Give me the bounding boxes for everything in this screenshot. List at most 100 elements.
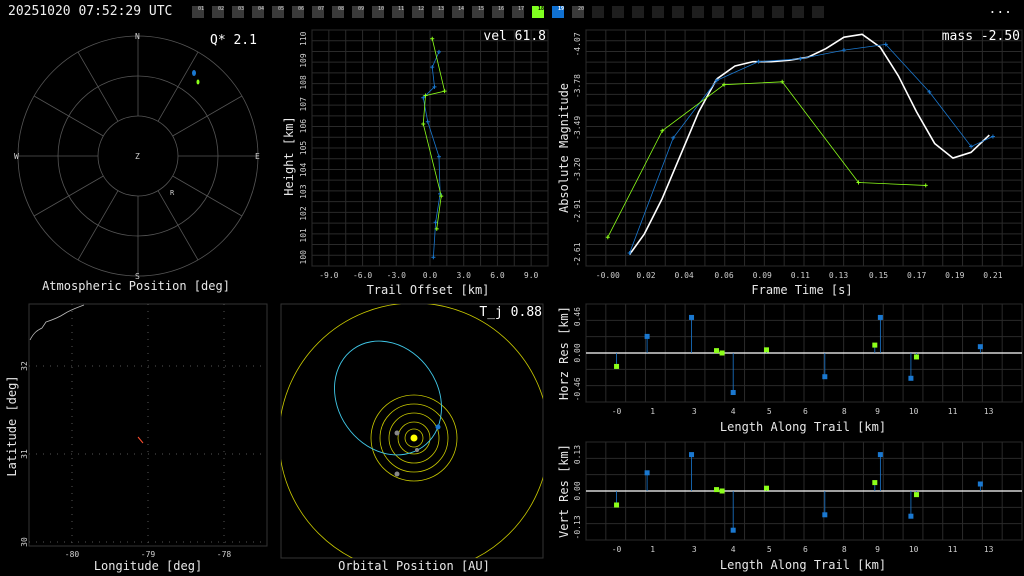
horz-ytick: -0.46 (573, 377, 582, 401)
frame-box-32[interactable] (812, 6, 824, 18)
lc-ytick: -3.20 (573, 157, 582, 181)
horz-point (877, 314, 883, 320)
frame-box-23[interactable] (632, 6, 644, 18)
map-grid (29, 304, 267, 546)
frame-box-30[interactable] (772, 6, 784, 18)
orbit-tj-stat: T_j 0.88 (479, 305, 542, 320)
lightcurve-fit-line (628, 33, 990, 255)
trail-chart: -9.0 -6.0 -3.0 0.0 3.0 6.0 9.0 100 101 102 103 104… (282, 29, 549, 297)
horz-xtick: 5 (767, 407, 772, 416)
frame-box-2[interactable]: 02 (212, 6, 224, 18)
lightcurve-green-series (607, 81, 926, 238)
vert-ytick: 0.13 (573, 445, 582, 464)
trail-green-series (422, 38, 446, 229)
frame-box-12[interactable]: 12 (412, 6, 424, 18)
horz-ytick: 0.00 (573, 343, 582, 362)
orbit-ring-3 (379, 403, 449, 473)
frame-box-6[interactable]: 06 (292, 6, 304, 18)
trail-green-point (434, 226, 439, 231)
lc-xtick: 0.17 (907, 271, 926, 280)
vert-xtick: 10 (909, 545, 919, 554)
frame-box-5[interactable]: 05 (272, 6, 284, 18)
frame-box-11[interactable]: 11 (392, 6, 404, 18)
map-ytick-2: 32 (20, 361, 29, 371)
horz-xtick: 3 (692, 407, 697, 416)
menu-button[interactable]: ... (988, 2, 1012, 17)
trail-ytick: 100 (299, 250, 308, 265)
trail-ytick: 107 (299, 97, 308, 112)
frame-box-19[interactable]: 19 (552, 6, 564, 18)
frame-box-7[interactable]: 07 (312, 6, 324, 18)
frame-box-10[interactable]: 10 (372, 6, 384, 18)
lc-xtick: 0.11 (791, 271, 810, 280)
horz-xtick: 10 (909, 407, 919, 416)
vert-y-label: Vert Res [km] (557, 444, 571, 538)
horz-point (689, 314, 695, 320)
lightcurve-grid (585, 29, 1023, 267)
frame-box-18[interactable]: 18 (532, 6, 544, 18)
lightcurve-blue-point (969, 144, 974, 149)
frame-box-3[interactable]: 03 (232, 6, 244, 18)
frame-box-22[interactable] (612, 6, 624, 18)
lc-xtick: -0.00 (596, 271, 620, 280)
vert-xtick: 8 (842, 545, 847, 554)
lightcurve-green-point (856, 180, 861, 185)
trail-blue-point (433, 220, 438, 225)
frame-box-16[interactable]: 16 (492, 6, 504, 18)
vert-point (730, 527, 736, 533)
frame-box-24[interactable] (652, 6, 664, 18)
lc-ytick: -4.07 (573, 32, 582, 56)
orbit-frame (280, 303, 544, 559)
frame-box-8[interactable]: 08 (332, 6, 344, 18)
lc-ytick: -2.91 (573, 199, 582, 223)
frame-box-14[interactable]: 14 (452, 6, 464, 18)
frame-box-17[interactable]: 17 (512, 6, 524, 18)
horz-residual-chart: -0 1 3 4 5 6 8 9 10 11 13 0.460.00-0.46 Length Alo… (557, 303, 1023, 434)
frame-box-9[interactable]: 09 (352, 6, 364, 18)
horz-point (719, 350, 725, 356)
trail-blue-point (431, 255, 436, 260)
lightcurve-green-point (660, 128, 665, 133)
vert-xtick: 9 (875, 545, 880, 554)
frame-box-25[interactable] (672, 6, 684, 18)
horz-point (913, 354, 919, 360)
horz-xtick: 1 (650, 407, 655, 416)
sky-dir-west: W (14, 152, 19, 161)
frame-box-20[interactable]: 20 (572, 6, 584, 18)
orbit-ring-2 (388, 412, 440, 464)
horz-xtick: -0 (612, 407, 622, 416)
sky-track-blue (192, 70, 196, 76)
lightcurve-blue-series (629, 43, 994, 254)
trail-blue-point (432, 84, 437, 89)
lc-xtick: 0.09 (753, 271, 772, 280)
lc-xtick: 0.15 (869, 271, 888, 280)
vert-point (764, 485, 770, 491)
lightcurve-green-point (923, 183, 928, 188)
horz-point (872, 342, 878, 348)
sky-q-stat: Q* 2.1 (210, 33, 257, 48)
map-coastline (29, 304, 85, 341)
vert-point (913, 492, 919, 498)
horz-xtick: 4 (731, 407, 736, 416)
vert-residual-chart: -0 1 3 4 5 6 8 9 10 11 13 0.130.00-0.13 Length Alo… (557, 441, 1023, 572)
trail-xtick: 0.0 (423, 271, 438, 280)
frame-box-27[interactable] (712, 6, 724, 18)
frame-box-26[interactable] (692, 6, 704, 18)
frame-box-28[interactable] (732, 6, 744, 18)
frame-box-31[interactable] (792, 6, 804, 18)
vert-ytick: 0.00 (573, 481, 582, 500)
trail-blue-point (430, 65, 435, 70)
frame-box-1[interactable]: 01 (192, 6, 204, 18)
trail-blue-point (436, 154, 441, 159)
map-x-label: Longitude [deg] (94, 559, 202, 573)
map-ytick-0: 30 (20, 537, 29, 547)
frame-box-4[interactable]: 04 (252, 6, 264, 18)
horz-point (977, 344, 983, 350)
lightcurve-green-point (780, 79, 785, 84)
frame-box-29[interactable] (752, 6, 764, 18)
lightcurve-blue-point (927, 89, 932, 94)
frame-box-13[interactable]: 13 (432, 6, 444, 18)
frame-strip[interactable]: 01 02 03 04 05 06 07 08 09 10 11 12 13 14 15 16 17 18 19 20 (192, 6, 832, 19)
frame-box-21[interactable] (592, 6, 604, 18)
frame-box-15[interactable]: 15 (472, 6, 484, 18)
